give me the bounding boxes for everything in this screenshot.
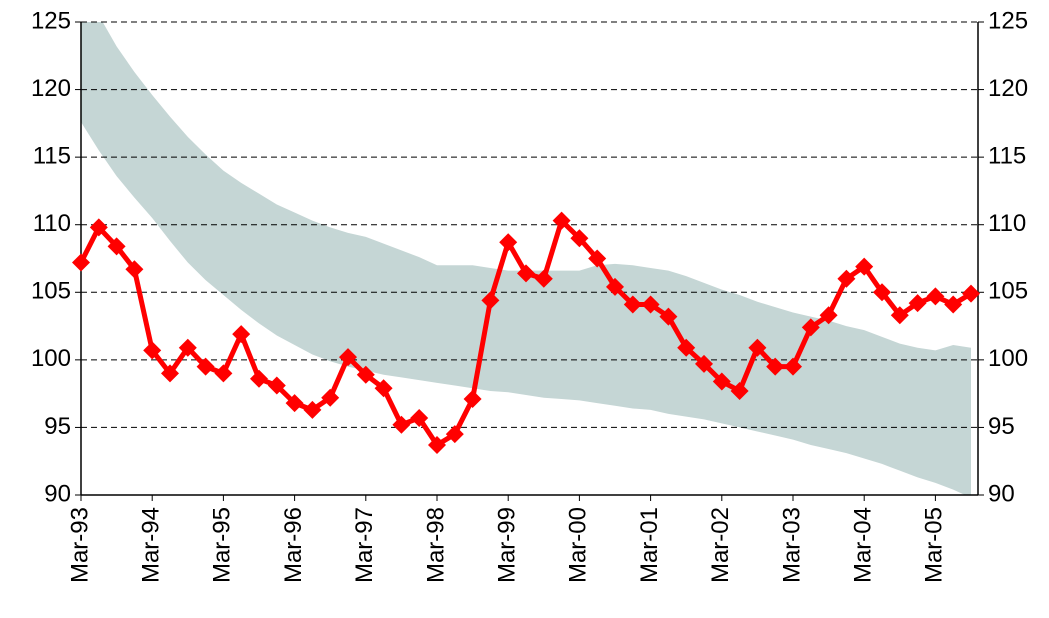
point-marker (784, 357, 802, 376)
x-tick-label: Mar-97 (351, 507, 378, 583)
x-tick-label: Mar-01 (636, 507, 663, 583)
point-marker (944, 295, 963, 314)
point-marker (801, 318, 820, 337)
y2-tick-label: 90 (988, 480, 1015, 507)
y-tick-label: 90 (44, 480, 71, 507)
point-marker (89, 218, 108, 237)
point-marker (481, 291, 500, 310)
y2-tick-label: 100 (988, 345, 1028, 372)
point-marker (695, 354, 713, 373)
point-marker (962, 284, 980, 303)
point-marker (392, 415, 411, 434)
point-marker (107, 237, 126, 256)
y-tick-label: 100 (31, 345, 71, 372)
y2-tick-label: 115 (988, 142, 1026, 169)
y2-tick-label: 95 (988, 413, 1015, 440)
point-marker (321, 388, 340, 407)
point-marker (855, 257, 874, 276)
point-marker (232, 325, 251, 344)
point-marker (748, 338, 767, 357)
point-marker (374, 379, 393, 398)
y-tick-label: 95 (44, 413, 71, 440)
point-marker (766, 357, 785, 376)
y2-tick-label: 125 (988, 7, 1028, 34)
point-marker (499, 233, 518, 252)
x-tick-label: Mar-93 (66, 507, 93, 583)
x-tick-label: Mar-96 (280, 507, 307, 583)
point-marker (428, 435, 446, 454)
x-tick-label: Mar-95 (209, 507, 236, 583)
point-marker (161, 364, 179, 383)
y2-tick-label: 110 (988, 210, 1026, 237)
point-marker (890, 306, 909, 325)
point-marker (196, 357, 215, 376)
y-tick-label: 120 (31, 75, 71, 102)
point-marker (250, 369, 268, 388)
point-marker (517, 264, 535, 283)
x-tick-label: Mar-99 (494, 507, 521, 583)
point-marker (712, 372, 731, 391)
point-marker (623, 295, 642, 314)
point-marker (303, 400, 322, 419)
point-marker (125, 260, 144, 279)
point-marker (356, 365, 375, 384)
point-marker (143, 341, 162, 360)
point-marker (837, 269, 856, 288)
y2-tick-label: 105 (988, 278, 1028, 305)
point-marker (873, 283, 891, 302)
y-tick-label: 105 (31, 278, 71, 305)
point-marker (178, 338, 197, 357)
point-marker (588, 249, 607, 268)
point-marker (552, 211, 571, 230)
point-marker (659, 307, 678, 326)
point-marker (641, 295, 660, 314)
point-marker (445, 425, 464, 444)
point-marker (926, 287, 945, 306)
x-tick-label: Mar-98 (422, 507, 449, 583)
y-tick-label: 115 (33, 142, 71, 169)
point-marker (410, 408, 429, 427)
point-marker (214, 364, 233, 383)
x-tick-label: Mar-05 (921, 507, 948, 583)
point-marker (730, 381, 749, 400)
y-tick-label: 110 (33, 210, 71, 237)
point-marker (285, 394, 304, 413)
point-marker (606, 277, 624, 296)
x-tick-label: Mar-94 (138, 507, 165, 583)
point-marker (534, 269, 553, 288)
point-marker (463, 390, 482, 409)
x-tick-label: Mar-03 (778, 507, 805, 583)
point-marker (819, 306, 838, 325)
point-marker (908, 294, 927, 313)
point-marker (267, 376, 286, 395)
x-tick-label: Mar-00 (565, 507, 592, 583)
x-tick-label: Mar-02 (707, 507, 734, 583)
y-tick-label: 125 (31, 7, 71, 34)
y2-tick-label: 120 (988, 75, 1028, 102)
point-marker (677, 338, 696, 357)
point-marker (570, 229, 589, 248)
point-marker (339, 348, 357, 367)
x-tick-label: Mar-04 (850, 507, 877, 583)
point-marker (72, 253, 90, 272)
